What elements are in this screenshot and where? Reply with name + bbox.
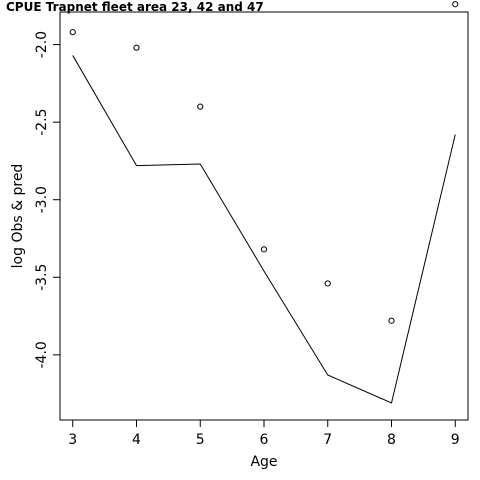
observed-point <box>324 280 331 287</box>
observed-point <box>388 317 395 324</box>
x-axis-title: Age <box>250 454 277 470</box>
predicted-line <box>72 55 456 404</box>
y-tick-label: -4.0 <box>34 341 50 368</box>
y-tick-label: -2.0 <box>34 31 50 58</box>
x-tick-label: 7 <box>323 432 332 448</box>
y-axis-title: log Obs & pred <box>10 164 26 269</box>
observed-point <box>133 44 140 51</box>
plot-frame <box>59 11 469 421</box>
y-tick-label: -3.0 <box>34 186 50 213</box>
y-tick-label: -3.5 <box>34 264 50 291</box>
x-tick-label: 8 <box>387 432 396 448</box>
y-axis: -4.0 -3.5 -3.0 -2.5 -2.0 <box>34 31 60 369</box>
x-tick-label: 3 <box>68 432 77 448</box>
observed-point <box>69 29 76 36</box>
observed-point <box>260 246 268 253</box>
x-tick-label: 9 <box>451 432 460 448</box>
observed-point-series <box>69 1 459 324</box>
chart-title: CPUE Trapnet fleet area 23, 42 and 47 <box>6 0 264 14</box>
observed-point <box>197 103 204 110</box>
x-tick-label: 4 <box>132 432 141 448</box>
x-tick-label: 5 <box>196 432 205 448</box>
y-tick-label: -2.5 <box>34 108 50 135</box>
predicted-line-series <box>72 55 456 404</box>
observed-point <box>452 1 459 8</box>
x-tick-label: 6 <box>260 432 269 448</box>
x-axis: 3 4 5 6 7 8 9 <box>68 420 460 448</box>
